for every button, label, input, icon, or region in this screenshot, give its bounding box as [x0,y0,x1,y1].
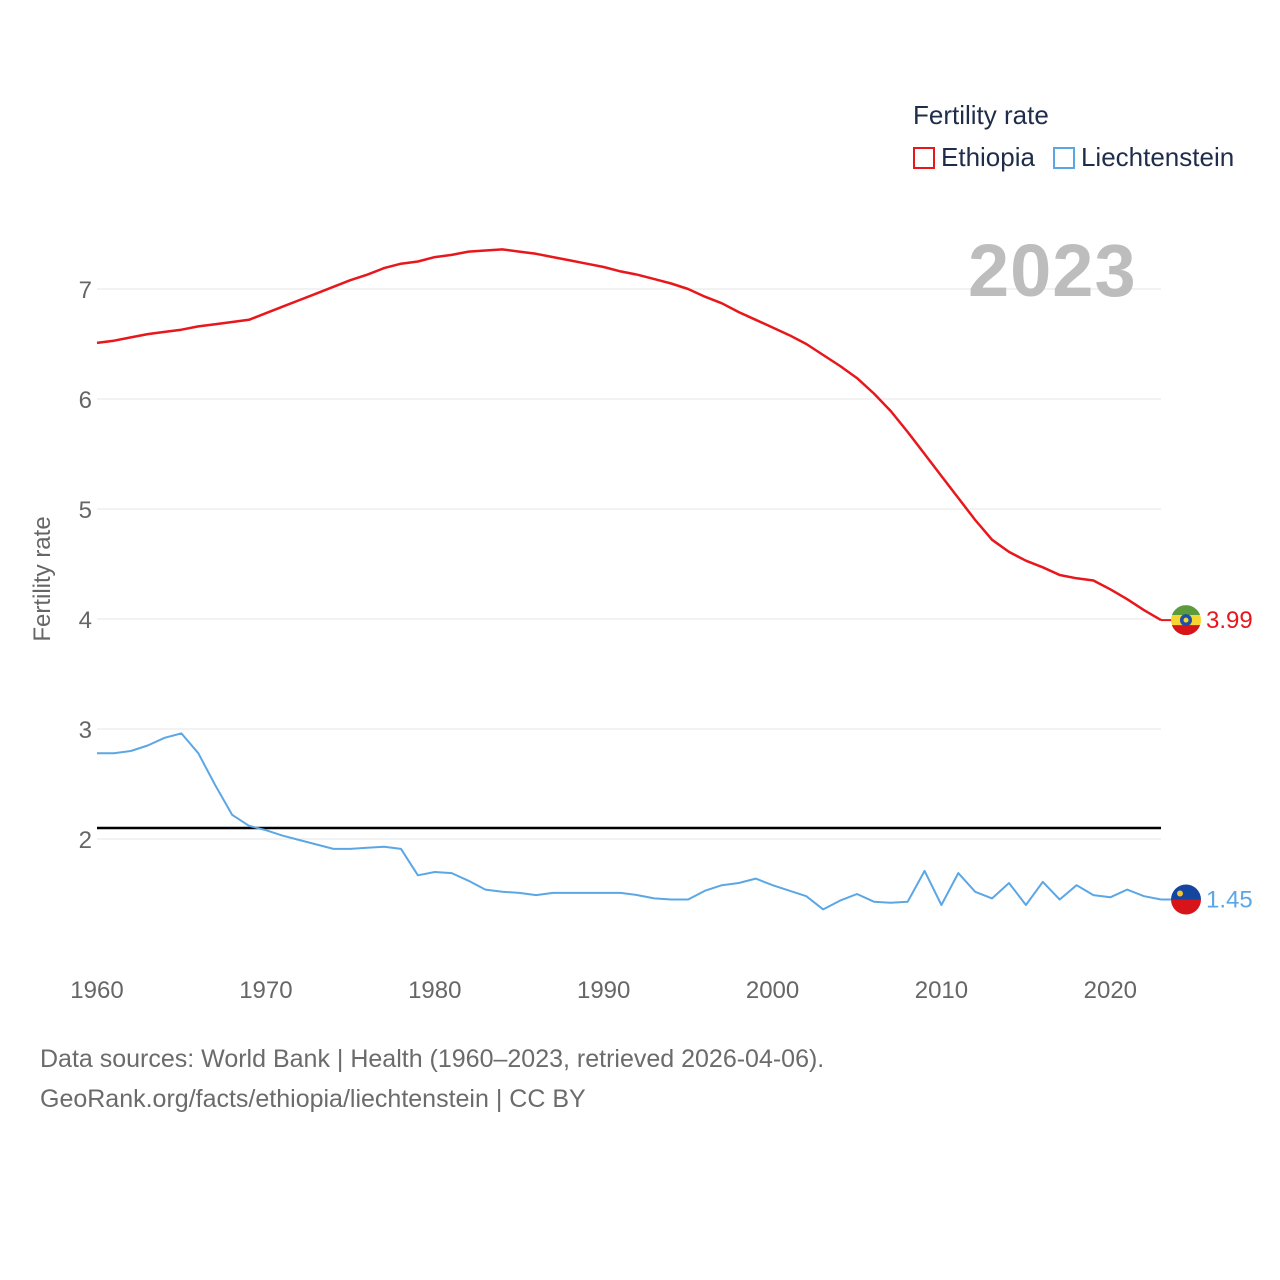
legend-swatch-liechtenstein [1052,146,1075,169]
y-axis-ticks: 2 3 4 5 6 7 [79,277,92,854]
footer-link[interactable]: GeoRank.org/facts/ethiopia/liechtenstein… [40,1085,586,1113]
x-tick-label-1990: 1990 [577,977,630,1004]
x-tick-label-2000: 2000 [746,977,799,1004]
y-tick-label-5: 5 [79,497,92,524]
x-tick-label-2020: 2020 [1084,977,1137,1004]
y-tick-label-4: 4 [79,607,92,634]
year-label: 2023 [968,229,1137,312]
legend-title: Fertility rate [913,100,1049,130]
end-value-label-liechtenstein: 1.45 [1206,887,1253,914]
end-value-label-ethiopia: 3.99 [1206,607,1253,634]
flag-ethiopia [1171,605,1201,636]
x-axis-ticks: 1960 1970 1980 1990 2000 2010 2020 [70,977,1137,1004]
legend: Ethiopia Liechtenstein [913,142,1252,173]
footer-sources: Data sources: World Bank | Health (1960–… [40,1045,825,1073]
legend-item-liechtenstein[interactable]: Liechtenstein [1052,142,1235,173]
y-tick-label-6: 6 [79,387,92,414]
y-tick-label-2: 2 [79,827,92,854]
legend-item-ethiopia[interactable]: Ethiopia [913,142,1035,173]
legend-label-ethiopia: Ethiopia [941,142,1035,172]
x-tick-label-2010: 2010 [915,977,968,1004]
y-axis-label: Fertility rate [29,516,56,642]
legend-swatch-ethiopia [913,146,935,169]
series-lines [96,248,1162,911]
grid-lines [97,288,1161,840]
legend-label-liechtenstein: Liechtenstein [1080,142,1235,172]
series-line-liechtenstein [97,732,1162,911]
x-tick-label-1970: 1970 [239,977,292,1004]
y-tick-label-7: 7 [79,277,92,304]
x-tick-label-1980: 1980 [408,977,461,1004]
flag-liechtenstein [1171,884,1201,915]
x-tick-label-1960: 1960 [70,977,123,1004]
series-line-ethiopia [96,248,1162,622]
end-markers: 3.99 1.45 [1161,605,1253,915]
y-tick-label-3: 3 [79,717,92,744]
